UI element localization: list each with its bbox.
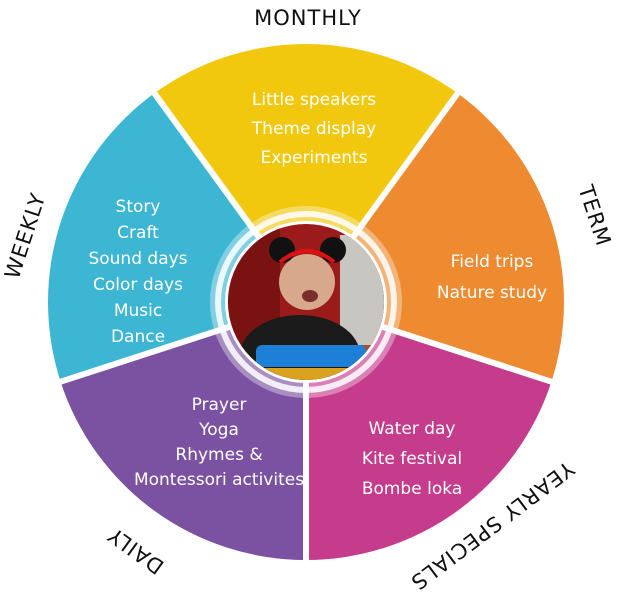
segment-yearly-specials-items: Water day Kite festival Bombe loka [362,419,462,499]
segment-monthly-items: Little speakers Theme display Experiment… [251,90,376,168]
center-photo-frame [210,206,402,398]
monthly-item: Theme display [251,119,376,139]
weekly-item: Dance [111,327,165,347]
daily-item: Yoga [198,420,239,440]
segment-weekly-items: Story Craft Sound days Color days Music … [88,197,187,347]
monthly-item: Experiments [260,148,367,168]
segment-term-items: Field trips Nature study [437,252,547,303]
daily-item: Prayer [192,395,247,415]
label-daily: DAILY [103,522,168,579]
weekly-item: Color days [93,275,183,295]
yearly-specials-item: Bombe loka [362,479,462,499]
segment-monthly [154,44,458,303]
yearly-specials-item: Water day [369,419,456,439]
daily-item: Rhymes & [175,445,262,465]
daily-item: Montessori activites [134,470,304,490]
segment-daily-items: Prayer Yoga Rhymes & Montessori activite… [134,395,304,490]
weekly-item: Sound days [88,249,187,269]
term-item: Nature study [437,283,547,303]
monthly-item: Little speakers [252,90,376,110]
weekly-item: Story [116,197,161,217]
label-weekly: WEEKLY [0,190,50,282]
label-term: TERM [573,181,616,249]
yearly-specials-item: Kite festival [362,449,462,469]
term-item: Field trips [451,252,534,272]
weekly-item: Craft [117,223,159,243]
weekly-item: Music [114,301,162,321]
label-monthly: MONTHLY [254,6,362,30]
